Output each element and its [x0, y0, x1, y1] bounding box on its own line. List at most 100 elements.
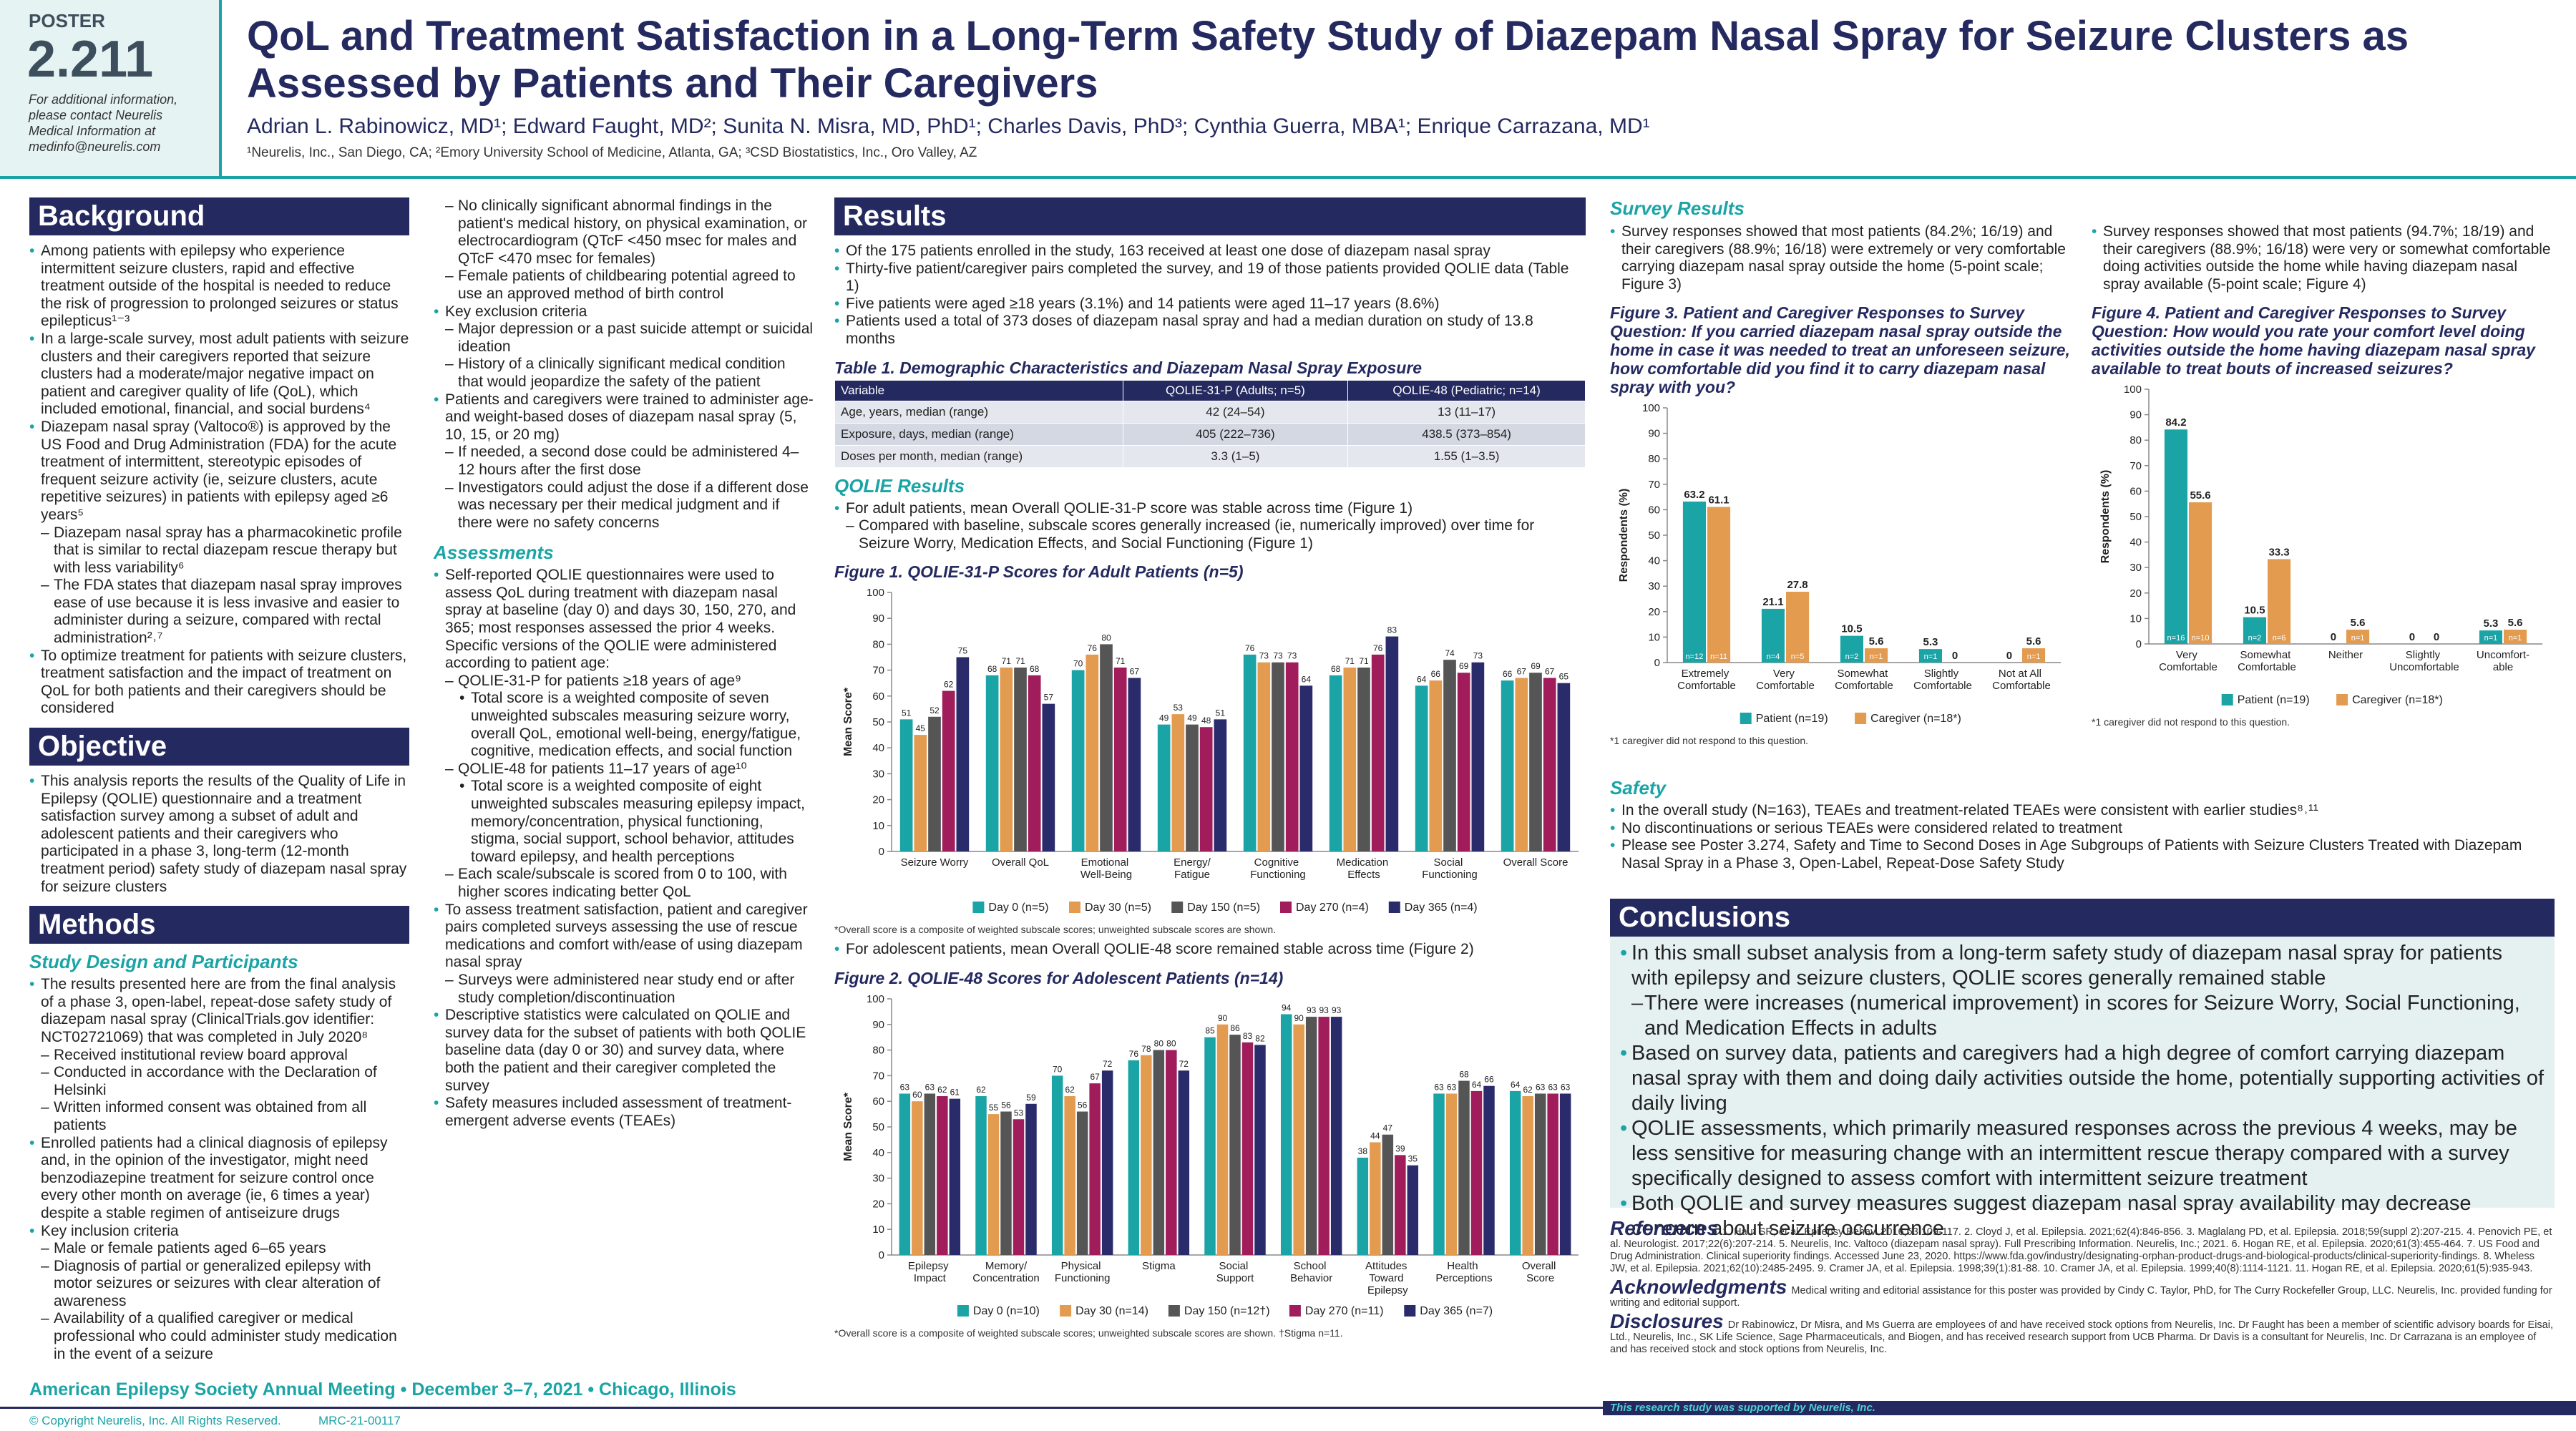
footer-rule [0, 1407, 1603, 1409]
bar [2479, 630, 2502, 645]
value-label: 68 [987, 664, 997, 674]
count-label: n=1 [1924, 653, 1938, 661]
x-tick-label: Energy/Fatigue [1174, 856, 1211, 881]
x-tick-label: Somewhat Comfortable [1835, 668, 1893, 692]
legend-label: Caregiver (n=18*) [2352, 694, 2443, 706]
x-tick-label: Emotional Well-Being [1080, 856, 1132, 881]
x-tick-label: Seizure Worry [901, 856, 969, 869]
figure-title: Figure 2. QOLIE-48 Scores for Adolescent… [834, 968, 1284, 987]
value-label: 69 [1459, 662, 1469, 672]
value-label: 10.5 [1841, 623, 1862, 635]
y-tick-label: 70 [1648, 479, 1660, 491]
affiliations: ¹Neurelis, Inc., San Diego, CA; ²Emory U… [247, 145, 977, 160]
value-label: 72 [1179, 1059, 1189, 1069]
bar [1329, 675, 1342, 852]
x-tick-label: Epilepsy Impact [908, 1260, 952, 1284]
bar [899, 1093, 911, 1255]
y-tick-label: 100 [2124, 384, 2142, 396]
bullet: QOLIE assessments, which primarily measu… [1620, 1116, 2545, 1191]
subheading: QOLIE Results [834, 474, 965, 497]
bar [1299, 685, 1313, 852]
y-tick-label: 0 [879, 1249, 884, 1261]
section-heading: Background [29, 197, 409, 235]
bar [1445, 1093, 1458, 1255]
figure-note: *Overall score is a composite of weighte… [834, 1327, 1343, 1339]
figure-note: *1 caregiver did not respond to this que… [2092, 716, 2290, 728]
table-row: Doses per month, median (range) 3.3 (1–5)… [834, 444, 1586, 468]
bar [1458, 1080, 1470, 1255]
sub-bullet: Conducted in accordance with the Declara… [29, 1064, 409, 1099]
bullet: In the overall study (N=163), TEAEs and … [1610, 802, 2555, 820]
y-tick-label: 100 [1642, 402, 1660, 414]
y-tick-label: 40 [2129, 537, 2142, 549]
bullet: Thirty-five patient/caregiver pairs comp… [834, 260, 1586, 296]
bar [1101, 1070, 1113, 1255]
legend-label: Caregiver (n=18*) [1870, 713, 1961, 725]
bar [1128, 678, 1141, 852]
bar [1085, 655, 1099, 852]
y-tick-label: 20 [2129, 587, 2142, 600]
value-label: 52 [930, 705, 940, 716]
sub-bullet: Male or female patients aged 6–65 years [29, 1240, 409, 1258]
sub-bullet: If needed, a second dose could be admini… [434, 444, 814, 479]
bullet-list: Survey responses showed that most patien… [2092, 223, 2555, 293]
bullet: In this small subset analysis from a lon… [1620, 941, 2545, 991]
value-label: 67 [1130, 667, 1140, 677]
y-tick-label: 50 [872, 1121, 884, 1133]
value-label: 63 [1447, 1082, 1457, 1092]
figure-title: Figure 4. Patient and Caregiver Response… [2092, 303, 2535, 378]
y-tick-label: 50 [1648, 529, 1660, 542]
safety-block: Safety In the overall study (N=163), TEA… [1610, 770, 2555, 882]
value-label: 47 [1383, 1123, 1393, 1133]
bar [942, 690, 955, 852]
y-tick-label: 80 [872, 1045, 884, 1057]
value-label: 68 [1331, 664, 1341, 674]
bullet: Descriptive statistics were calculated o… [434, 1007, 814, 1095]
value-label: 62 [1065, 1085, 1075, 1095]
count-label: n=2 [1845, 653, 1859, 661]
bar [928, 717, 941, 852]
value-label: 71 [1345, 656, 1355, 666]
x-tick-label: Health Perceptions [1435, 1260, 1492, 1284]
value-label: 68 [1030, 664, 1040, 674]
bar [1178, 1070, 1190, 1255]
subheading: Assessments [434, 542, 554, 564]
bar [1186, 724, 1199, 852]
bar [975, 1095, 987, 1255]
x-tick-label: Stigma [1142, 1260, 1176, 1272]
value-label: 64 [1302, 675, 1312, 685]
value-label: 80 [1154, 1039, 1164, 1049]
table-cell: 3.3 (1–5) [1122, 444, 1349, 468]
value-label: 76 [1373, 643, 1383, 653]
y-tick-label: 100 [867, 587, 884, 599]
value-label: 90 [1294, 1013, 1304, 1023]
chart: 0 10 20 30 40 50 60 70 80 90 100 Respondents (%) Ext… [1618, 402, 2061, 725]
bar [1407, 1165, 1419, 1255]
value-label: 62 [1523, 1085, 1533, 1095]
bar [1285, 663, 1299, 852]
y-tick-label: 60 [872, 690, 884, 703]
bar [1343, 668, 1357, 852]
bullet-list: In this small subset analysis from a lon… [1610, 941, 2555, 1241]
value-label: 69 [1531, 662, 1541, 672]
table-cell: 405 (222–736) [1122, 422, 1349, 446]
bar [1318, 1016, 1330, 1255]
bar [1280, 1014, 1292, 1255]
y-tick-label: 30 [1648, 581, 1660, 593]
sub-bullet: Compared with baseline, subscale scores … [834, 517, 1586, 552]
value-label: 90 [1218, 1013, 1228, 1023]
bullet: Both QOLIE and survey measures suggest d… [1620, 1191, 2545, 1241]
value-label: 86 [1230, 1023, 1240, 1033]
x-tick-label: Social Functioning [1422, 856, 1478, 881]
bar [985, 675, 999, 852]
bar [1534, 1093, 1546, 1255]
count-label: n=1 [2027, 653, 2041, 661]
y-tick-label: 80 [872, 639, 884, 651]
bar [1529, 673, 1542, 852]
value-label: 5.6 [1869, 635, 1884, 648]
value-label: 67 [1545, 667, 1555, 677]
bar [1305, 1016, 1317, 1255]
bar [914, 735, 927, 852]
value-label: 59 [1026, 1093, 1036, 1103]
y-tick-label: 30 [2129, 562, 2142, 575]
